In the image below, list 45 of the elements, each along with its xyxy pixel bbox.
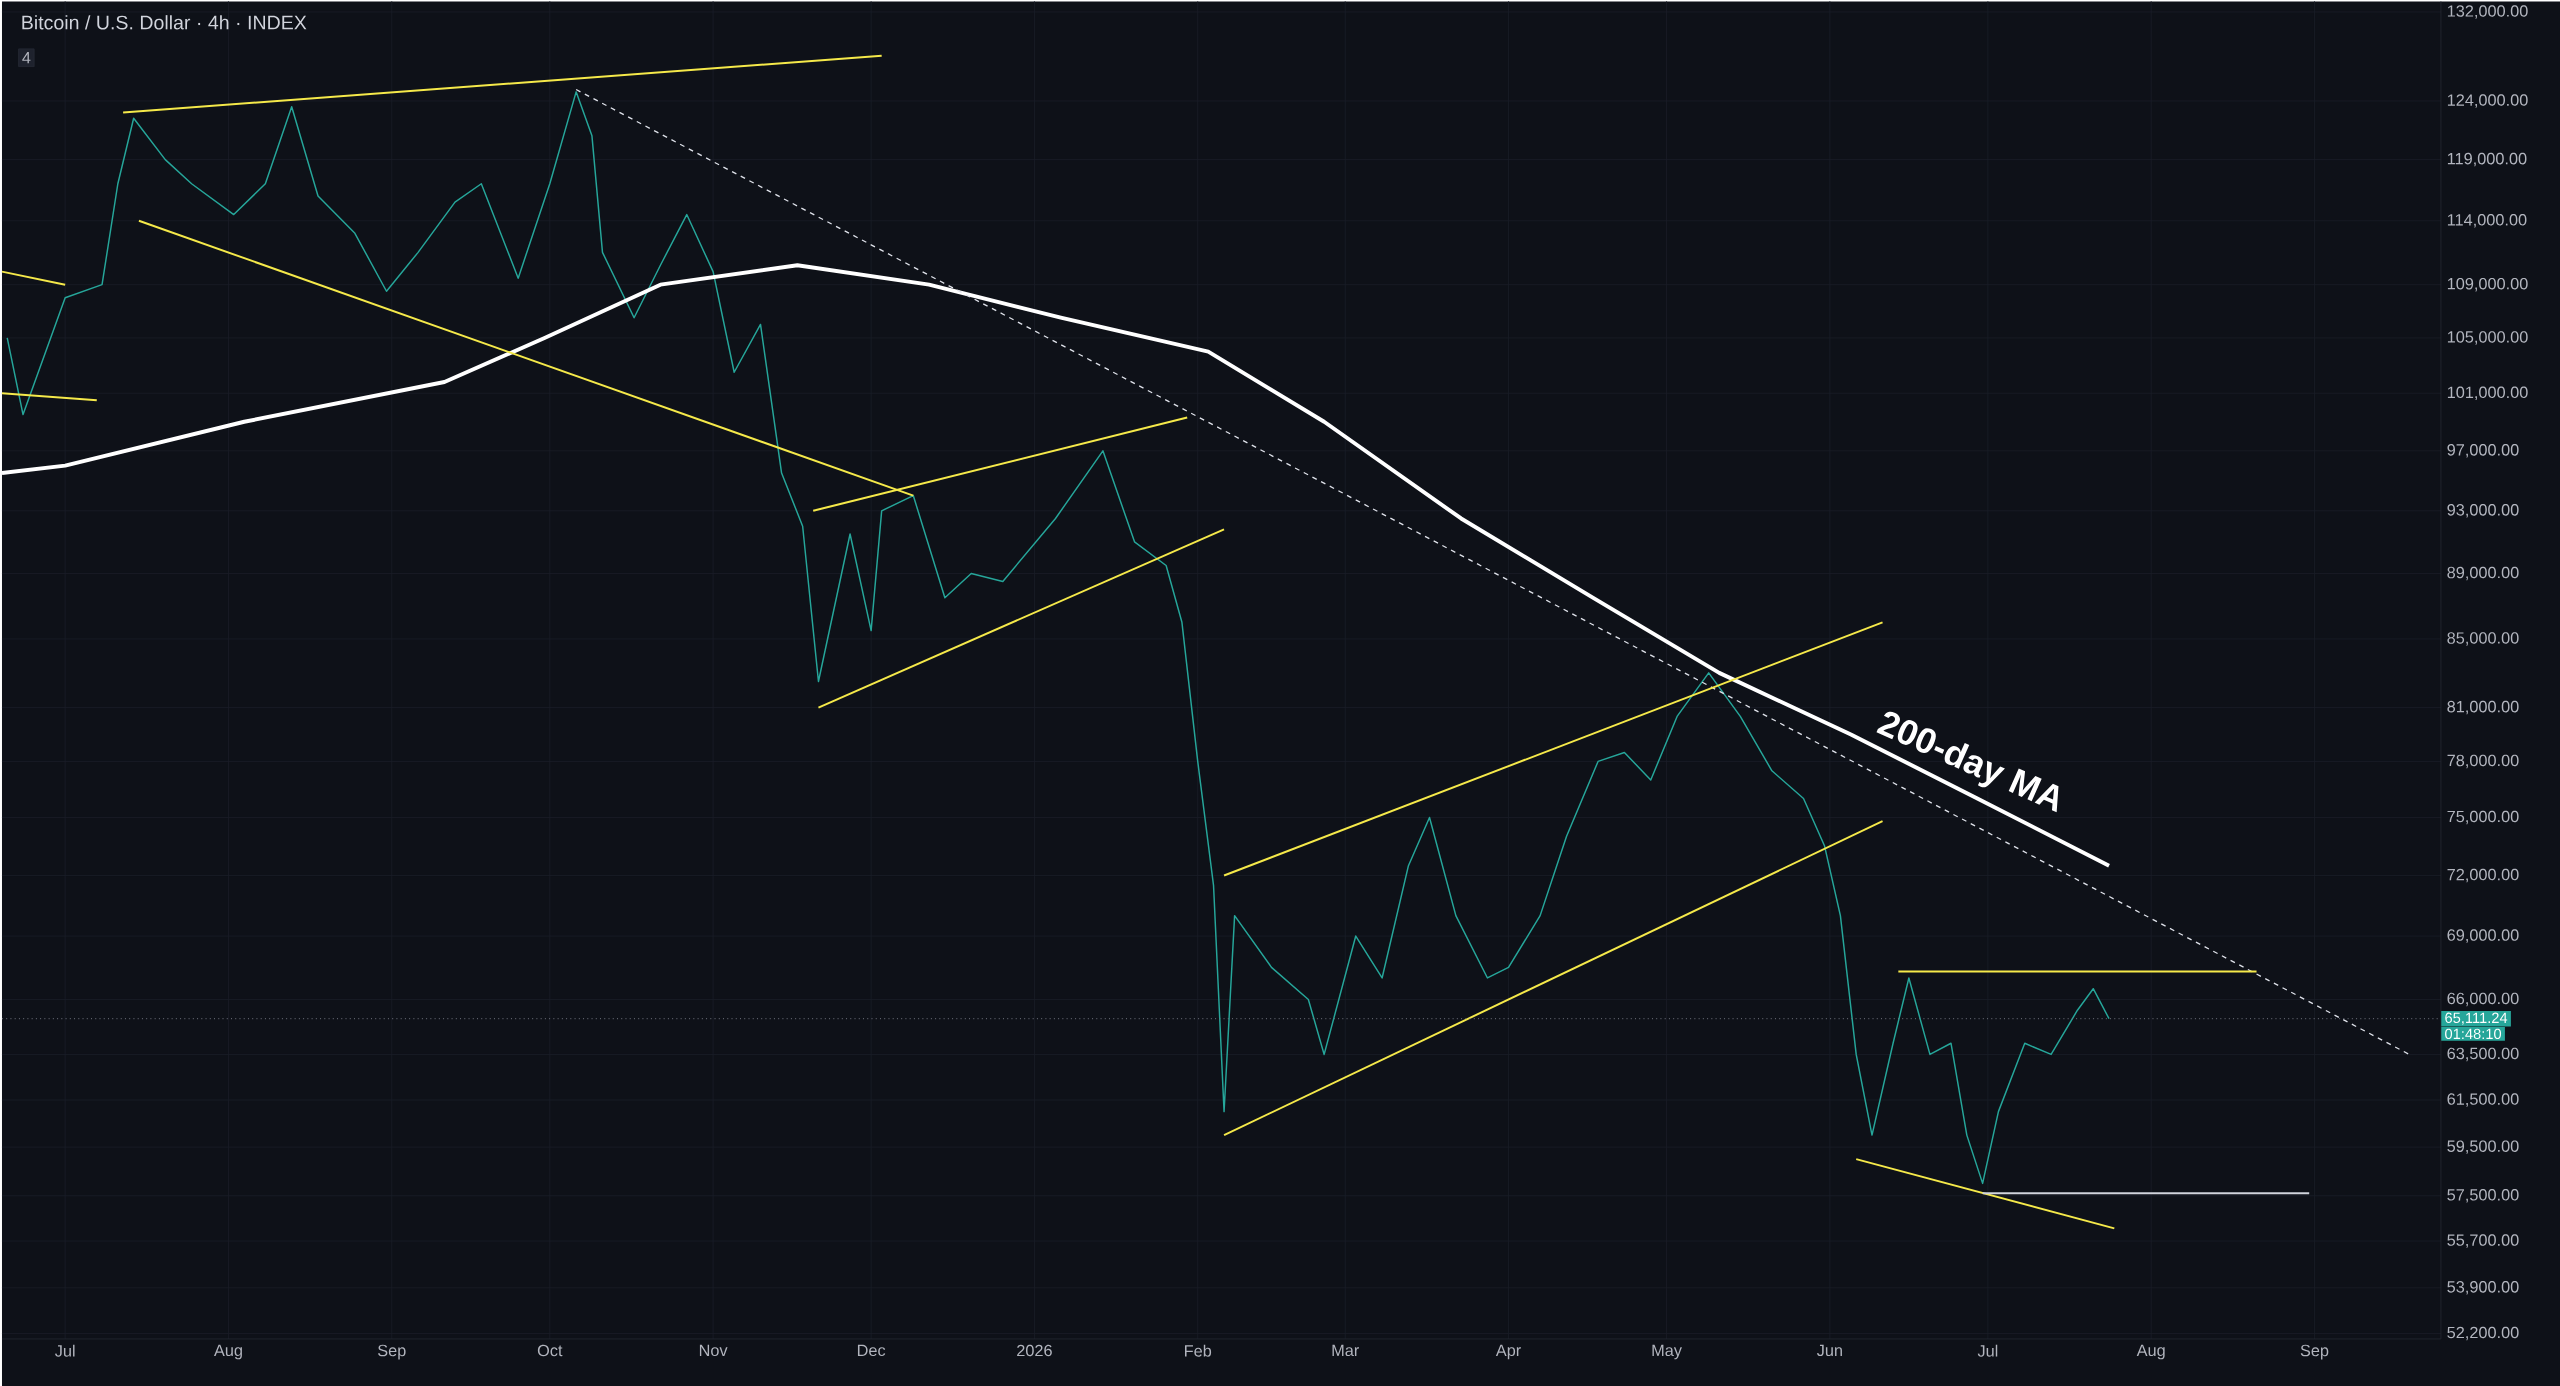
y-tick-label: 85,000.00	[2447, 631, 2519, 646]
y-tick-label: 72,000.00	[2447, 868, 2519, 883]
y-tick-label: 109,000.00	[2447, 277, 2528, 292]
x-tick-label: 2026	[1017, 1344, 1052, 1357]
ref-line-label: 65,111.24	[2445, 1012, 2508, 1025]
x-tick-label: Sep	[378, 1344, 406, 1360]
y-tick-label: 61,500.00	[2447, 1093, 2519, 1107]
x-tick-label: Aug	[2136, 1344, 2165, 1360]
y-tick-label: 55,700.00	[2447, 1234, 2519, 1248]
y-tick-label: 93,000.00	[2447, 503, 2519, 518]
line-series	[6, 90, 2110, 1184]
x-tick-label: Mar	[1332, 1344, 1360, 1356]
x-tick-label: Jul	[1977, 1344, 1998, 1357]
x-tick-label: Aug	[213, 1344, 242, 1360]
annotation: 4	[22, 51, 31, 64]
y-tick-label: 97,000.00	[2447, 443, 2519, 458]
y-tick-label: 81,000.00	[2447, 700, 2519, 715]
y-tick-label: 124,000.00	[2447, 94, 2528, 108]
text: Bitcoin / U.S. Dollar · 4h · INDEX	[22, 14, 307, 30]
x-tick-label: Nov	[699, 1344, 728, 1356]
x-tick-label: Feb	[1185, 1344, 1212, 1357]
y-tick-label: 63,500.00	[2447, 1047, 2519, 1061]
y-tick-label: 78,000.00	[2447, 754, 2519, 768]
y-tick-label: 105,000.00	[2447, 330, 2528, 345]
y-tick-label: 132,000.00	[2447, 5, 2528, 19]
x-tick-label: Dec	[857, 1344, 886, 1356]
x-tick-label: Oct	[537, 1344, 563, 1357]
y-tick-label: 101,000.00	[2447, 386, 2528, 400]
y-tick-label: 75,000.00	[2447, 810, 2519, 824]
x-tick-label: May	[1652, 1344, 1682, 1360]
y-tick-label: 52,200.00	[2447, 1326, 2519, 1340]
y-tick-label: 69,000.00	[2447, 929, 2519, 943]
text: 01:48:10	[2445, 1028, 2502, 1039]
line-series	[0, 263, 2112, 868]
x-tick-label: Sep	[2300, 1344, 2329, 1360]
y-tick-label: 57,500.00	[2447, 1188, 2519, 1203]
y-tick-label: 66,000.00	[2447, 992, 2519, 1006]
x-tick-label: Jun	[1816, 1344, 1842, 1356]
y-tick-label: 114,000.00	[2447, 213, 2527, 228]
y-tick-label: 119,000.00	[2447, 152, 2527, 167]
y-tick-label: 59,500.00	[2447, 1140, 2519, 1154]
y-tick-label: 89,000.00	[2447, 566, 2519, 580]
y-tick-label: 53,900.00	[2447, 1280, 2519, 1295]
x-tick-label: Apr	[1495, 1344, 1521, 1360]
x-tick-label: Jul	[55, 1344, 75, 1357]
